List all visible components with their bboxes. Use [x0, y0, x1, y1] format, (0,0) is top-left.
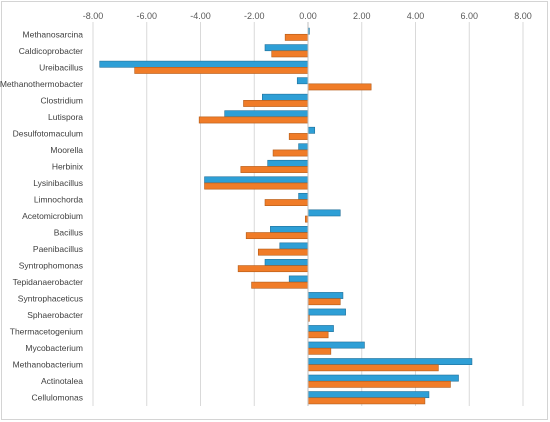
- category-label: Bacillus: [54, 228, 83, 238]
- bar-series-2: [307, 331, 329, 339]
- bar-series-2: [284, 33, 309, 41]
- bar-series-2: [307, 298, 341, 306]
- category-label: Limnochorda: [34, 194, 83, 204]
- bar-series-1: [307, 209, 341, 217]
- bar-series-2: [307, 83, 372, 91]
- bar-series-1: [267, 159, 309, 167]
- category-label: Paenibacillus: [33, 244, 83, 254]
- category-label: Methanothermobacter: [0, 79, 83, 89]
- category-label: Syntrophomonas: [19, 261, 83, 271]
- bar-series-2: [307, 397, 426, 405]
- x-tick-label: 4.00: [407, 11, 425, 21]
- bar-series-2: [307, 347, 332, 355]
- bar-series-2: [245, 232, 309, 240]
- bar-series-1: [264, 259, 309, 266]
- bar-series-2: [240, 166, 309, 173]
- category-label: Tepidanaerobacter: [13, 277, 84, 287]
- bar-series-1: [307, 308, 346, 316]
- bar-series-2: [271, 50, 309, 58]
- category-label: Cellulomonas: [32, 393, 84, 403]
- bar-series-2: [272, 149, 309, 157]
- category-label: Ureibacillus: [39, 62, 83, 72]
- category-label: Herbinix: [52, 161, 84, 171]
- bar-series-1: [288, 275, 309, 283]
- x-tick-label: -8.00: [83, 11, 104, 21]
- category-label: Syntrophaceticus: [18, 294, 83, 304]
- bar-series-1: [270, 226, 309, 233]
- bar-series-1: [298, 192, 309, 200]
- category-label: Methanobacterium: [13, 360, 83, 370]
- x-tick-label: 6.00: [460, 11, 478, 21]
- bar-series-2: [251, 281, 309, 289]
- category-label: Moorella: [50, 145, 83, 155]
- category-label: Mycobacterium: [25, 343, 83, 353]
- category-label: Lutispora: [48, 112, 83, 122]
- bar-series-1: [307, 126, 316, 134]
- bar-series-2: [198, 116, 309, 124]
- category-label: Desulfotomaculum: [13, 128, 83, 138]
- bar-series-1: [307, 292, 344, 299]
- bar-series-1: [307, 341, 365, 349]
- bar-series-2: [307, 380, 451, 388]
- category-label: Actinotalea: [41, 376, 83, 386]
- category-label: Lysinibacillus: [33, 178, 83, 188]
- x-tick-label: 0.00: [299, 11, 317, 21]
- bar-series-1: [264, 44, 309, 52]
- bar-series-2: [243, 100, 309, 107]
- bar-series-1: [307, 391, 430, 399]
- x-tick-label: -2.00: [244, 11, 265, 21]
- bar-series-1: [279, 242, 309, 250]
- bar-series-1: [307, 325, 334, 332]
- bar-series-1: [204, 176, 309, 184]
- bar-series-1: [224, 110, 309, 118]
- category-label: Sphaerobacter: [27, 310, 83, 320]
- bar-series-2: [257, 248, 309, 256]
- x-tick-label: -4.00: [190, 11, 211, 21]
- bar-series-2: [237, 265, 309, 273]
- bar-series-1: [307, 374, 459, 382]
- bar-series-2: [288, 133, 309, 140]
- bar-series-1: [99, 60, 309, 68]
- bar-series-2: [204, 182, 309, 190]
- bar-series-1: [298, 143, 309, 151]
- category-label: Methanosarcina: [23, 29, 84, 39]
- category-label: Caldicoprobacter: [19, 46, 83, 56]
- x-tick-label: 8.00: [514, 11, 532, 21]
- bar-series-2: [264, 199, 309, 206]
- category-label: Acetomicrobium: [22, 211, 83, 221]
- bar-series-2: [134, 67, 309, 74]
- bar-series-2: [307, 364, 439, 372]
- bar-series-1: [307, 358, 473, 365]
- bar-series-1: [262, 93, 309, 101]
- category-label: Thermacetogenium: [10, 327, 83, 337]
- x-tick-label: 2.00: [353, 11, 371, 21]
- bar-series-1: [296, 77, 309, 85]
- category-label: Clostridium: [40, 95, 83, 105]
- x-tick-label: -6.00: [136, 11, 157, 21]
